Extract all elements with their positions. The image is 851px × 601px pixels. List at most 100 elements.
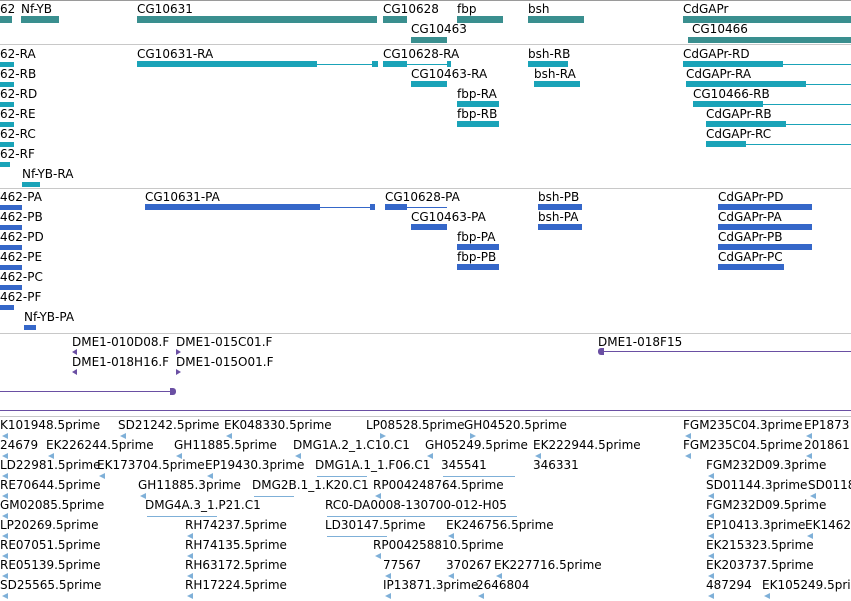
est-label[interactable]: FGM232D09.3prime [706, 458, 827, 472]
gene-glyph[interactable] [0, 16, 12, 23]
clone-label[interactable]: DME1-018F15 [598, 335, 683, 349]
protein-glyph[interactable] [538, 204, 582, 210]
est-glyph[interactable] [99, 473, 105, 479]
est-label[interactable]: DMG2B.1_1.K20.C1 [252, 478, 369, 492]
protein-glyph[interactable] [457, 244, 499, 250]
protein-label[interactable]: 462-PC [0, 270, 43, 284]
protein-glyph[interactable] [0, 245, 22, 250]
est-label[interactable]: EP19430.3prime [205, 458, 305, 472]
transcript-label[interactable]: CG10628-RA [383, 47, 460, 61]
est-label[interactable]: RE70644.5prime [0, 478, 101, 492]
est-label[interactable]: 346331 [533, 458, 579, 472]
gene-label[interactable]: Nf-YB [21, 2, 53, 16]
est-glyph[interactable] [2, 433, 8, 439]
est-label[interactable]: EP1873 [804, 418, 850, 432]
transcript-glyph[interactable] [686, 81, 806, 87]
gene-label[interactable]: CG10631 [137, 2, 193, 16]
transcript-label[interactable]: fbp-RB [457, 107, 498, 121]
est-glyph[interactable] [685, 453, 691, 459]
transcript-glyph[interactable] [706, 141, 746, 147]
est-label[interactable]: RP004248764.5prime [373, 478, 504, 492]
gene-label[interactable]: CdGAPr [683, 2, 729, 16]
protein-label[interactable]: fbp-PA [457, 230, 496, 244]
transcript-glyph[interactable] [0, 162, 10, 167]
protein-label[interactable]: 462-PD [0, 230, 44, 244]
gene-glyph[interactable] [383, 16, 407, 23]
clone-label[interactable]: DME1-018H16.F [72, 355, 170, 369]
gene-glyph[interactable] [137, 16, 377, 23]
transcript-glyph[interactable] [706, 121, 786, 127]
est-glyph[interactable] [448, 533, 454, 539]
est-glyph[interactable] [187, 533, 193, 539]
est-glyph[interactable] [176, 453, 182, 459]
est-label[interactable]: SD21242.5prime [118, 418, 220, 432]
est-label[interactable]: EK1462 [805, 518, 851, 532]
est-glyph[interactable] [470, 433, 476, 439]
protein-glyph[interactable] [718, 224, 812, 230]
est-line[interactable] [327, 536, 387, 537]
est-label[interactable]: RE05139.5prime [0, 558, 101, 572]
est-label[interactable]: EK105249.5prime [762, 578, 851, 592]
gene-glyph[interactable] [411, 37, 447, 43]
est-label[interactable]: EK048330.5prime [224, 418, 332, 432]
protein-glyph[interactable] [0, 205, 22, 210]
est-glyph[interactable] [764, 593, 770, 599]
transcript-label[interactable]: fbp-RA [457, 87, 497, 101]
gene-label[interactable]: CG10466 [692, 22, 748, 36]
est-label[interactable]: 2646804 [476, 578, 530, 592]
gene-glyph[interactable] [688, 37, 851, 43]
transcript-label[interactable]: CG10466-RB [693, 87, 770, 101]
est-glyph[interactable] [187, 553, 193, 559]
est-glyph[interactable] [207, 473, 213, 479]
transcript-glyph[interactable] [683, 61, 783, 67]
clone-line[interactable] [602, 351, 851, 352]
est-label[interactable]: SD0118 [808, 478, 851, 492]
gene-glyph[interactable] [528, 16, 584, 23]
transcript-label[interactable]: 62-RD [0, 87, 38, 101]
est-label[interactable]: GH05249.5prime [425, 438, 528, 452]
protein-glyph[interactable] [0, 285, 22, 290]
est-label[interactable]: RH74237.5prime [185, 518, 287, 532]
transcript-label[interactable]: 62-RF [0, 147, 35, 161]
protein-label[interactable]: 462-PE [0, 250, 43, 264]
est-label[interactable]: 345541 [441, 458, 487, 472]
est-label[interactable]: EK226244.5prime [46, 438, 154, 452]
protein-label[interactable]: fbp-PB [457, 250, 497, 264]
est-label[interactable]: EK227716.5prime [494, 558, 602, 572]
est-label[interactable]: GH11885.5prime [174, 438, 277, 452]
protein-glyph[interactable] [0, 265, 22, 270]
gene-label[interactable]: 62 [0, 2, 16, 16]
est-line[interactable] [147, 516, 217, 517]
clone-glyph[interactable] [176, 369, 181, 375]
gene-label[interactable]: fbp [457, 2, 477, 16]
est-label[interactable]: RH17224.5prime [185, 578, 287, 592]
est-glyph[interactable] [448, 573, 454, 579]
protein-glyph[interactable] [145, 204, 320, 210]
protein-label[interactable]: CdGAPr-PC [718, 250, 783, 264]
est-label[interactable]: SD25565.5prime [0, 578, 102, 592]
est-label[interactable]: RC0-DA0008-130700-012-H05 [325, 498, 507, 512]
protein-label[interactable]: CG10463-PA [411, 210, 486, 224]
est-label[interactable]: RE07051.5prime [0, 538, 101, 552]
est-label[interactable]: FGM232D09.5prime [706, 498, 827, 512]
est-label[interactable]: FGM235C04.3prime [683, 418, 803, 432]
transcript-label[interactable]: Nf-YB-RA [22, 167, 74, 181]
est-glyph[interactable] [708, 573, 714, 579]
transcript-glyph[interactable] [22, 182, 40, 187]
est-label[interactable]: 201861 [804, 438, 850, 452]
protein-glyph[interactable] [411, 224, 447, 230]
est-label[interactable]: RP004258810.5prime [373, 538, 504, 552]
protein-glyph[interactable] [718, 264, 784, 270]
est-label[interactable]: EP10413.3prime [706, 518, 806, 532]
transcript-glyph[interactable] [457, 101, 499, 107]
est-glyph[interactable] [380, 433, 386, 439]
gene-label[interactable]: CG10463 [411, 22, 467, 36]
est-label[interactable]: EK246756.5prime [446, 518, 554, 532]
transcript-label[interactable]: 62-RE [0, 107, 36, 121]
clone-glyph[interactable] [72, 349, 77, 355]
protein-label[interactable]: CG10631-PA [145, 190, 220, 204]
transcript-glyph[interactable] [447, 61, 451, 67]
transcript-glyph[interactable] [693, 101, 763, 107]
est-glyph[interactable] [807, 533, 813, 539]
